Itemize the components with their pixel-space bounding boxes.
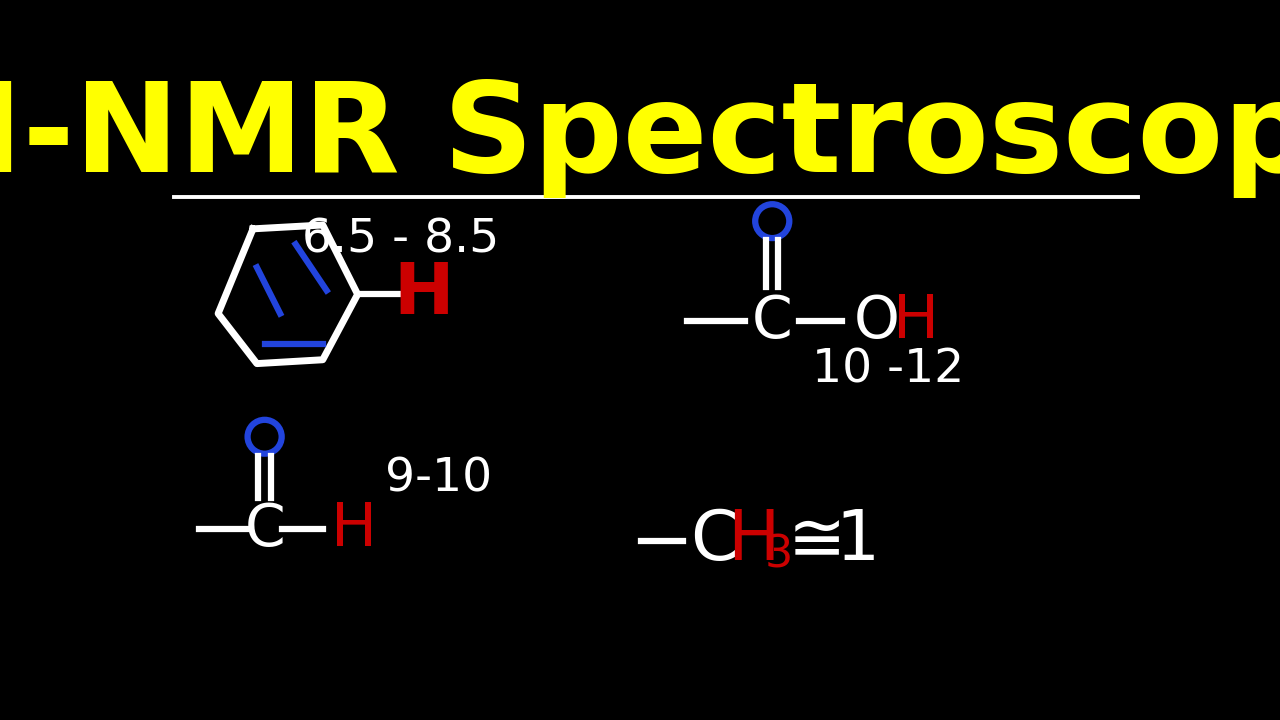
Text: H: H <box>892 292 938 351</box>
Text: C: C <box>690 507 739 574</box>
Text: H-NMR Spectroscopy: H-NMR Spectroscopy <box>0 78 1280 199</box>
Text: H: H <box>727 507 780 574</box>
Text: 3: 3 <box>764 533 792 576</box>
Text: 6.5 - 8.5: 6.5 - 8.5 <box>302 218 499 263</box>
Text: C: C <box>751 293 792 350</box>
Text: O: O <box>854 293 900 350</box>
Text: ≅: ≅ <box>788 509 846 576</box>
Text: 1: 1 <box>836 507 879 574</box>
Text: C: C <box>244 500 285 558</box>
Text: H: H <box>330 500 376 559</box>
Text: H: H <box>393 260 453 329</box>
Text: 10 -12: 10 -12 <box>813 347 965 392</box>
Text: 9-10: 9-10 <box>385 456 493 502</box>
